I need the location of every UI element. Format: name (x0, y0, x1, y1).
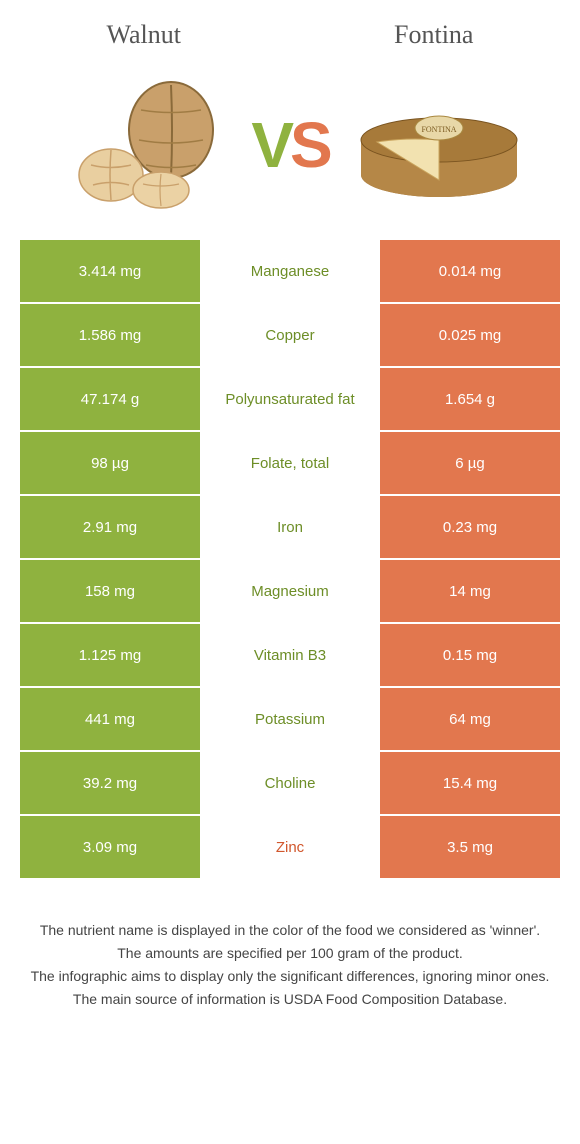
nutrient-label: Polyunsaturated fat (200, 368, 380, 432)
left-value: 2.91 mg (20, 496, 200, 560)
left-value: 441 mg (20, 688, 200, 752)
table-row: 3.09 mg Zinc 3.5 mg (20, 816, 560, 880)
footer-line: The main source of information is USDA F… (30, 989, 550, 1010)
walnut-image (61, 80, 231, 210)
right-value: 14 mg (380, 560, 560, 624)
nutrient-label: Folate, total (200, 432, 380, 496)
nutrient-table: 3.414 mg Manganese 0.014 mg 1.586 mg Cop… (20, 240, 560, 880)
table-row: 441 mg Potassium 64 mg (20, 688, 560, 752)
right-value: 3.5 mg (380, 816, 560, 880)
svg-text:FONTINA: FONTINA (421, 125, 456, 134)
fontina-image: FONTINA (349, 80, 519, 210)
left-value: 39.2 mg (20, 752, 200, 816)
cheese-icon: FONTINA (349, 80, 519, 210)
right-value: 64 mg (380, 688, 560, 752)
nutrient-label: Manganese (200, 240, 380, 304)
table-row: 158 mg Magnesium 14 mg (20, 560, 560, 624)
right-value: 0.025 mg (380, 304, 560, 368)
nutrient-label: Choline (200, 752, 380, 816)
right-value: 0.014 mg (380, 240, 560, 304)
nutrient-label: Potassium (200, 688, 380, 752)
left-value: 1.125 mg (20, 624, 200, 688)
footer-line: The amounts are specified per 100 gram o… (30, 943, 550, 964)
left-value: 158 mg (20, 560, 200, 624)
nutrient-label: Iron (200, 496, 380, 560)
image-row: VS FONTINA (0, 60, 580, 240)
table-row: 1.586 mg Copper 0.025 mg (20, 304, 560, 368)
right-food-title: Fontina (394, 20, 473, 50)
left-value: 3.414 mg (20, 240, 200, 304)
table-row: 47.174 g Polyunsaturated fat 1.654 g (20, 368, 560, 432)
nutrient-label: Zinc (200, 816, 380, 880)
walnut-icon (61, 80, 231, 210)
table-row: 3.414 mg Manganese 0.014 mg (20, 240, 560, 304)
footer-line: The infographic aims to display only the… (30, 966, 550, 987)
table-row: 2.91 mg Iron 0.23 mg (20, 496, 560, 560)
right-value: 6 µg (380, 432, 560, 496)
vs-v: V (251, 109, 290, 181)
left-value: 98 µg (20, 432, 200, 496)
footer-notes: The nutrient name is displayed in the co… (0, 880, 580, 1010)
footer-line: The nutrient name is displayed in the co… (30, 920, 550, 941)
left-food-title: Walnut (107, 20, 181, 50)
right-value: 0.15 mg (380, 624, 560, 688)
right-value: 0.23 mg (380, 496, 560, 560)
header: Walnut Fontina (0, 0, 580, 60)
table-row: 98 µg Folate, total 6 µg (20, 432, 560, 496)
nutrient-label: Copper (200, 304, 380, 368)
right-value: 1.654 g (380, 368, 560, 432)
left-value: 3.09 mg (20, 816, 200, 880)
table-row: 1.125 mg Vitamin B3 0.15 mg (20, 624, 560, 688)
left-value: 47.174 g (20, 368, 200, 432)
left-value: 1.586 mg (20, 304, 200, 368)
nutrient-label: Magnesium (200, 560, 380, 624)
table-row: 39.2 mg Choline 15.4 mg (20, 752, 560, 816)
right-value: 15.4 mg (380, 752, 560, 816)
vs-s: S (290, 109, 329, 181)
nutrient-label: Vitamin B3 (200, 624, 380, 688)
vs-label: VS (251, 108, 328, 182)
